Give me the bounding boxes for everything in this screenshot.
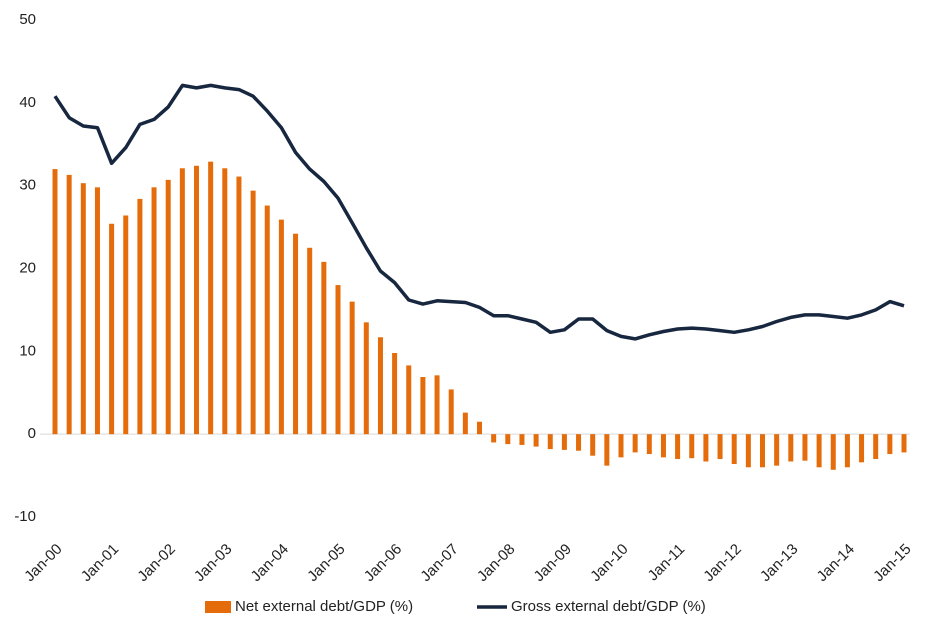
bar bbox=[576, 434, 582, 451]
bar bbox=[660, 434, 666, 458]
y-tick-label: 10 bbox=[19, 342, 36, 359]
y-tick-label: 0 bbox=[28, 425, 36, 442]
bar bbox=[788, 434, 794, 462]
legend-swatch bbox=[205, 601, 231, 613]
x-tick-label: Jan-03 bbox=[191, 541, 235, 585]
bar bbox=[321, 261, 327, 435]
bar bbox=[887, 434, 893, 455]
bar bbox=[307, 247, 313, 435]
y-tick-label: 20 bbox=[19, 259, 36, 276]
bar bbox=[406, 365, 412, 435]
bar bbox=[448, 389, 454, 435]
bar bbox=[335, 285, 341, 435]
bar bbox=[675, 434, 681, 460]
bar bbox=[590, 434, 596, 456]
bar bbox=[901, 434, 907, 453]
y-tick-label: 40 bbox=[19, 94, 36, 111]
bar bbox=[194, 165, 199, 435]
bar bbox=[109, 223, 115, 435]
x-tick-label: Jan-02 bbox=[134, 541, 178, 585]
bar bbox=[745, 434, 751, 468]
bar bbox=[165, 179, 171, 435]
bar bbox=[519, 434, 525, 445]
x-tick-label: Jan-12 bbox=[700, 541, 744, 585]
bar bbox=[830, 434, 836, 470]
bar bbox=[293, 233, 299, 435]
bar bbox=[52, 169, 58, 435]
x-tick-label: Jan-11 bbox=[645, 541, 689, 585]
bar bbox=[561, 434, 567, 450]
x-tick-label: Jan-01 bbox=[78, 541, 122, 585]
bar bbox=[66, 174, 72, 435]
bar bbox=[363, 322, 369, 435]
bar bbox=[646, 434, 652, 455]
bar bbox=[477, 421, 482, 435]
bar bbox=[533, 434, 539, 447]
x-tick-label: Jan-14 bbox=[814, 541, 858, 585]
bar bbox=[392, 352, 398, 435]
bar bbox=[420, 377, 426, 435]
x-tick-label: Jan-06 bbox=[361, 541, 405, 585]
bar bbox=[816, 434, 822, 468]
x-tick-label: Jan-15 bbox=[870, 541, 914, 585]
bar bbox=[703, 434, 709, 462]
bar bbox=[844, 434, 850, 468]
bar bbox=[873, 434, 879, 460]
bar bbox=[760, 434, 765, 468]
x-tick-label: Jan-09 bbox=[531, 541, 575, 585]
x-tick-label: Jan-08 bbox=[474, 541, 518, 585]
bar bbox=[731, 434, 737, 464]
bar bbox=[434, 375, 440, 435]
bar bbox=[802, 434, 808, 461]
legend-label: Gross external debt/GDP (%) bbox=[511, 598, 706, 615]
bar bbox=[222, 168, 228, 435]
bar bbox=[859, 434, 865, 463]
x-tick-label: Jan-07 bbox=[417, 541, 461, 585]
bar bbox=[547, 434, 553, 450]
bar bbox=[264, 205, 270, 435]
bar bbox=[462, 412, 468, 435]
bar bbox=[250, 190, 256, 435]
x-tick-label: Jan-04 bbox=[248, 541, 292, 585]
bar bbox=[349, 301, 355, 435]
x-tick-label: Jan-05 bbox=[304, 541, 348, 585]
y-tick-label: 30 bbox=[19, 177, 36, 194]
y-tick-label: -10 bbox=[14, 508, 36, 525]
bar bbox=[179, 168, 185, 435]
bar bbox=[208, 161, 214, 435]
bar bbox=[774, 434, 780, 466]
bar bbox=[491, 434, 497, 443]
bar bbox=[689, 434, 695, 459]
bar bbox=[151, 187, 157, 435]
bar bbox=[505, 434, 511, 445]
x-tick-label: Jan-00 bbox=[21, 541, 65, 585]
bar bbox=[717, 434, 723, 460]
bar bbox=[278, 219, 284, 435]
bar bbox=[236, 176, 242, 435]
x-tick-label: Jan-13 bbox=[757, 541, 801, 585]
bar bbox=[123, 215, 129, 435]
bar bbox=[137, 198, 143, 435]
bar bbox=[604, 434, 610, 466]
line bbox=[53, 83, 905, 341]
bar bbox=[377, 337, 383, 435]
bar bbox=[94, 187, 100, 435]
bar bbox=[80, 183, 86, 435]
legend-label: Net external debt/GDP (%) bbox=[235, 598, 413, 615]
x-tick-label: Jan-10 bbox=[587, 541, 631, 585]
bar bbox=[618, 434, 624, 458]
bar bbox=[632, 434, 638, 453]
y-tick-label: 50 bbox=[19, 11, 36, 28]
